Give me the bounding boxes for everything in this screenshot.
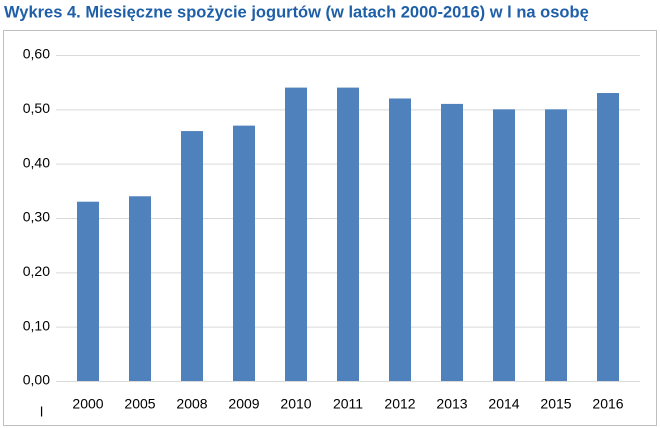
x-tick-label: 2012	[384, 396, 415, 412]
bar	[389, 98, 411, 381]
x-tick-label: 2011	[333, 396, 363, 412]
unit-label: l	[40, 404, 43, 420]
y-tick-label: 0,30	[23, 209, 50, 225]
bar	[493, 109, 515, 381]
bar	[77, 201, 99, 381]
x-tick-label: 2009	[228, 396, 259, 412]
y-tick-label: 0,20	[23, 263, 50, 279]
x-tick-label: 2005	[124, 396, 155, 412]
bar	[545, 109, 567, 381]
x-tick-label: 2010	[280, 396, 311, 412]
x-tick-label: 2015	[540, 396, 571, 412]
chart-frame	[3, 30, 657, 426]
x-tick-label: 2014	[488, 396, 519, 412]
bar	[181, 131, 203, 381]
x-tick-label: 2013	[436, 396, 467, 412]
y-tick-label: 0,10	[23, 317, 50, 333]
bar	[285, 87, 307, 381]
x-tick-label: 2008	[176, 396, 207, 412]
bar	[597, 93, 619, 382]
x-tick-label: 2000	[72, 396, 103, 412]
y-tick-label: 0,40	[23, 154, 50, 170]
y-tick-label: 0,60	[23, 46, 50, 62]
chart-title: Wykres 4. Miesięczne spożycie jogurtów (…	[4, 3, 589, 21]
bar	[129, 196, 151, 381]
bar	[233, 125, 255, 381]
y-tick-label: 0,50	[23, 100, 50, 116]
bar	[441, 103, 463, 382]
y-tick-label: 0,00	[23, 372, 50, 388]
x-tick-label: 2016	[592, 396, 623, 412]
bar	[337, 87, 359, 381]
